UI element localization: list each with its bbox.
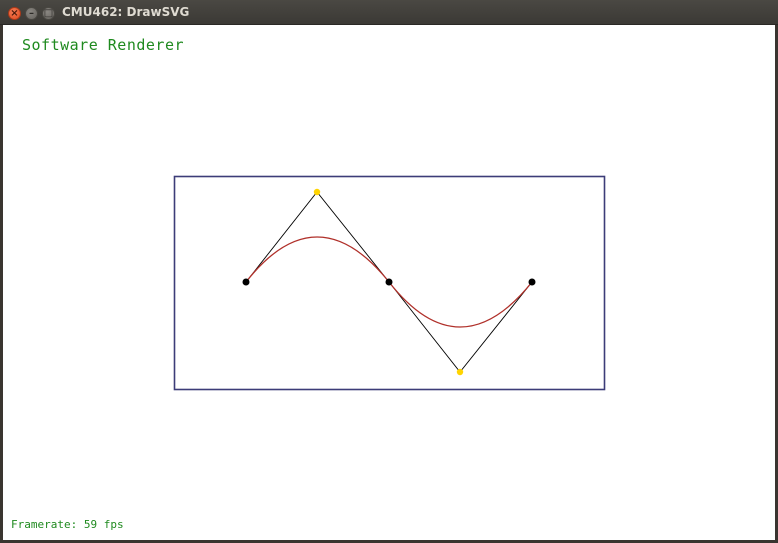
control-point-bottom[interactable] bbox=[456, 368, 464, 376]
control-point-top[interactable] bbox=[313, 188, 321, 196]
svg-viewport[interactable] bbox=[3, 25, 775, 540]
title-bar[interactable]: × – □ CMU462: DrawSVG bbox=[0, 0, 778, 25]
minimize-icon[interactable]: – bbox=[25, 7, 38, 20]
maximize-icon[interactable]: □ bbox=[42, 7, 55, 20]
svg-frame-rect bbox=[173, 175, 606, 391]
endpoint-left[interactable] bbox=[242, 278, 250, 286]
window-title: CMU462: DrawSVG bbox=[62, 5, 190, 19]
renderer-label: Software Renderer bbox=[22, 36, 185, 54]
drawing-canvas[interactable]: Software Renderer Framerate: 59 fps bbox=[3, 25, 775, 540]
framerate-readout: Framerate: 59 fps bbox=[11, 518, 124, 531]
endpoint-right[interactable] bbox=[528, 278, 536, 286]
endpoint-middle[interactable] bbox=[385, 278, 393, 286]
close-icon[interactable]: × bbox=[8, 7, 21, 20]
